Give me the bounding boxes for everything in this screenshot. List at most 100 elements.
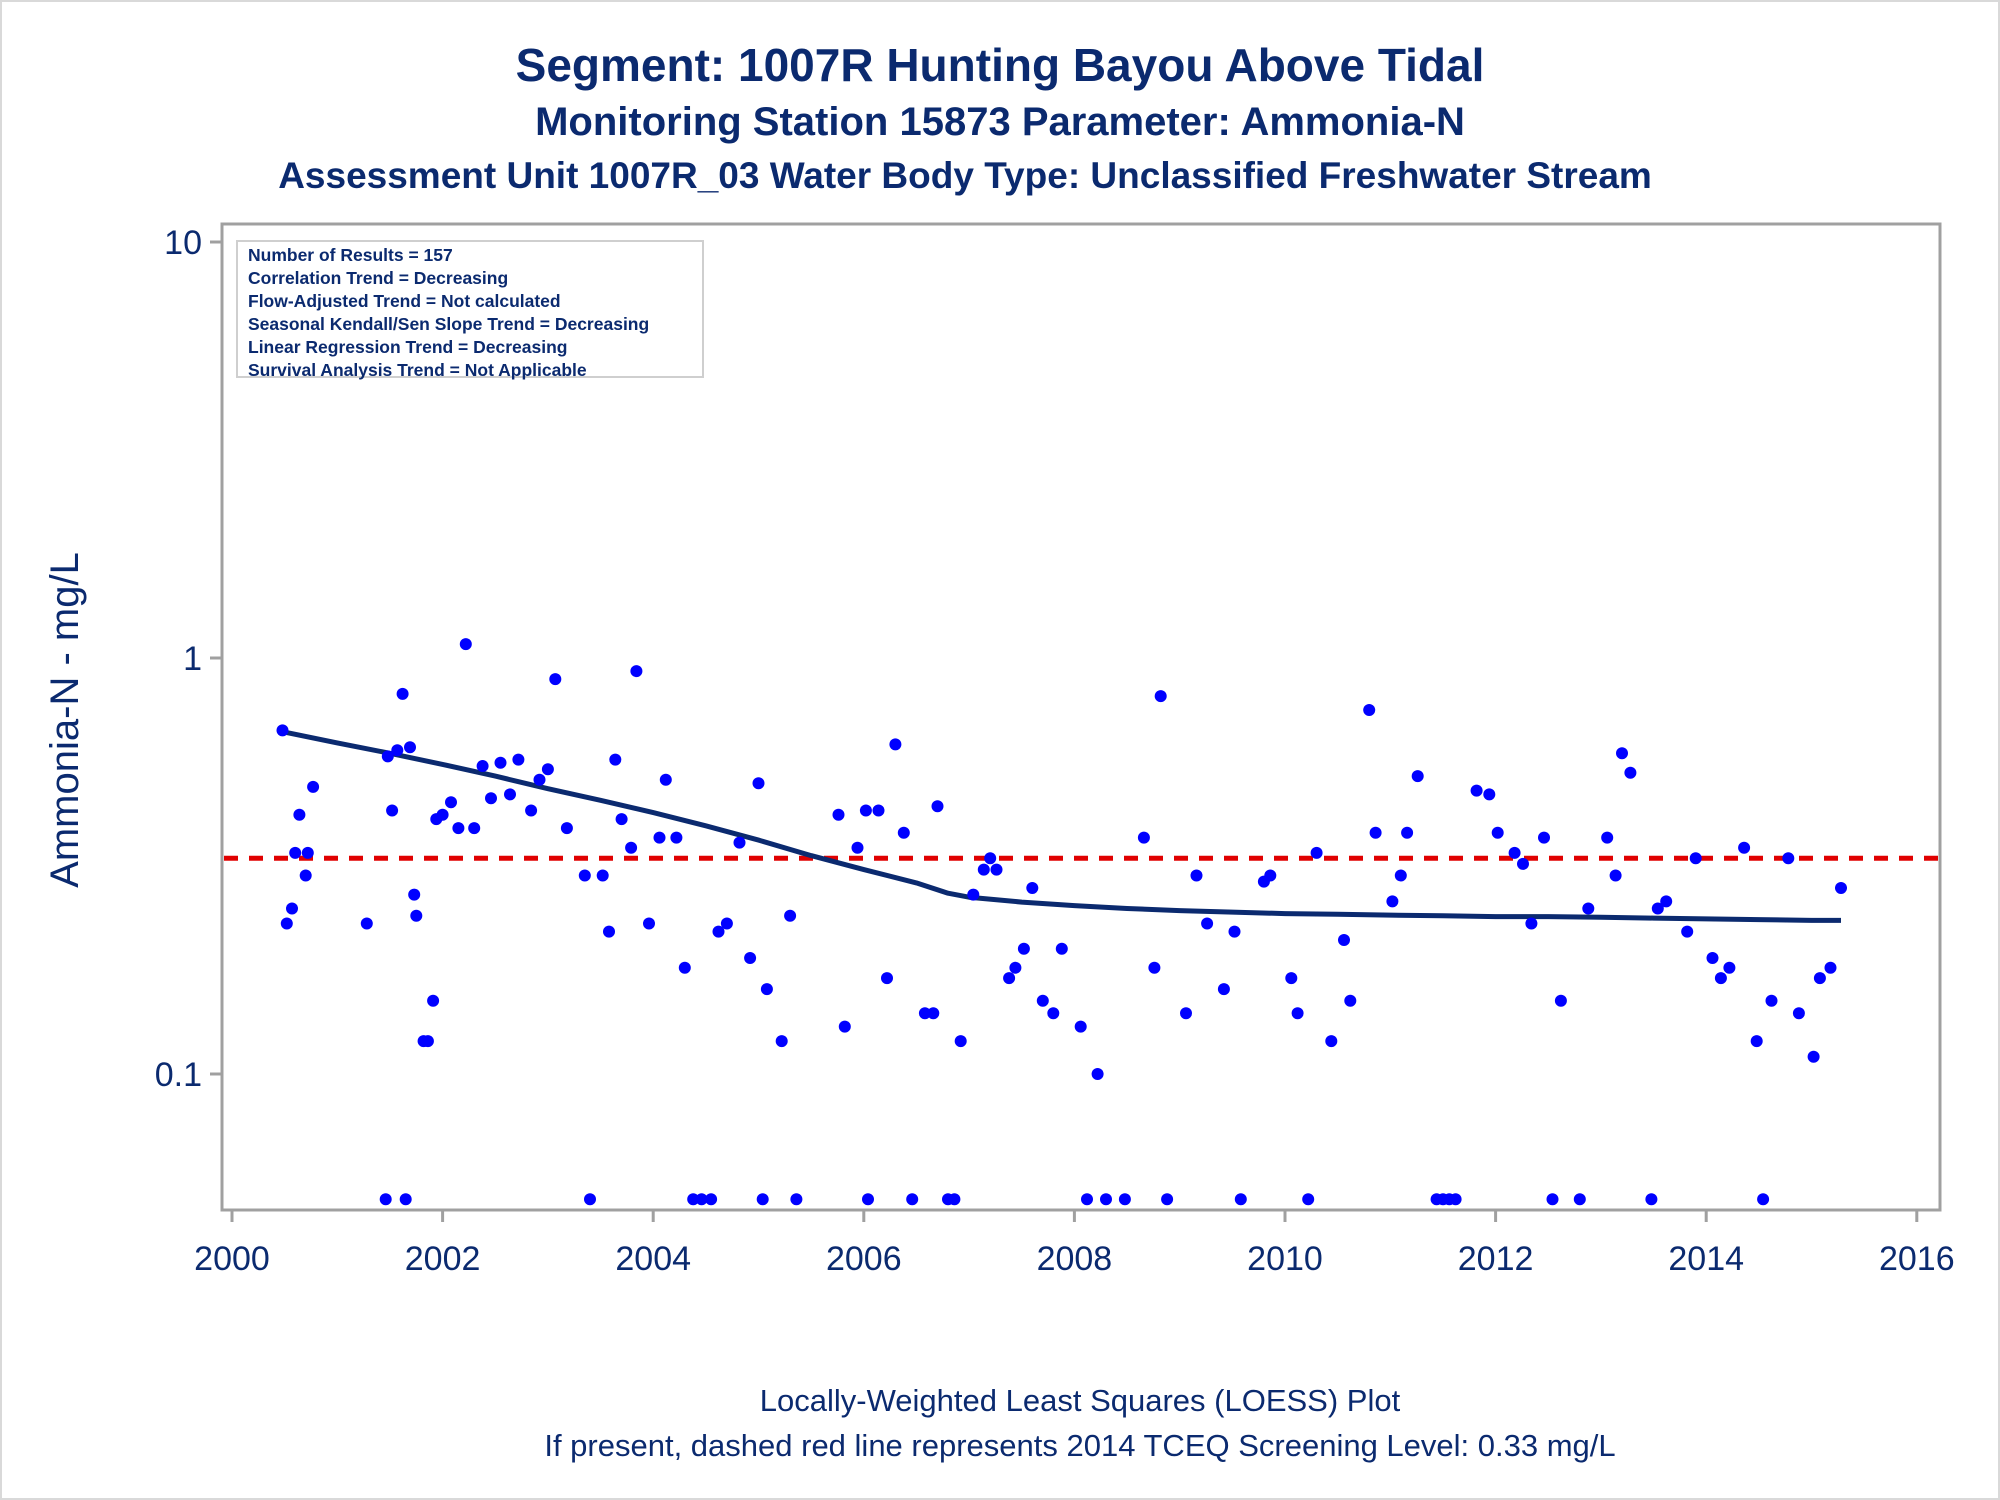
- data-point: [436, 808, 449, 821]
- data-point: [1835, 882, 1847, 894]
- data-point: [1681, 925, 1694, 938]
- data-point: [1100, 1193, 1112, 1206]
- data-point: [404, 741, 416, 754]
- data-point: [695, 1193, 708, 1206]
- stat-linear-regression-trend: Linear Regression Trend = Decreasing: [248, 337, 568, 357]
- data-point: [1310, 846, 1323, 859]
- x-tick-label-2014: 2014: [1668, 1240, 1744, 1278]
- data-point: [1118, 1193, 1131, 1206]
- data-point: [494, 756, 507, 769]
- data-point: [1369, 826, 1382, 839]
- data-point: [1508, 846, 1521, 859]
- data-point: [445, 796, 457, 809]
- data-point: [468, 822, 481, 835]
- data-point: [1714, 972, 1727, 985]
- data-point: [948, 1193, 961, 1206]
- y-axis: 0.1 1 10: [155, 224, 222, 1094]
- data-point: [1180, 1007, 1192, 1020]
- data-point: [286, 902, 298, 915]
- stat-seasonal-kendall-trend: Seasonal Kendall/Sen Slope Trend = Decre…: [248, 314, 650, 334]
- data-point: [427, 994, 440, 1007]
- footnote-screening-level: If present, dashed red line represents 2…: [544, 1428, 1616, 1463]
- data-point: [744, 952, 757, 964]
- y-tick-label-0.1: 0.1: [155, 1056, 202, 1094]
- data-point: [653, 831, 666, 844]
- data-point: [1660, 895, 1673, 908]
- data-point: [670, 831, 683, 844]
- data-point: [1091, 1068, 1104, 1080]
- data-point: [459, 638, 472, 651]
- data-point: [1074, 1020, 1087, 1033]
- data-point: [1190, 869, 1203, 882]
- plot-area: [220, 222, 1942, 1212]
- data-point: [720, 917, 733, 930]
- loess-curve: [281, 729, 1841, 923]
- data-point: [1765, 994, 1778, 1007]
- data-point: [289, 846, 302, 859]
- data-point: [889, 738, 902, 751]
- x-axis: 2000 2002 2004 2006 2008 2010 2012 2014 2016: [194, 1210, 1955, 1278]
- data-point: [977, 863, 990, 876]
- data-point: [1161, 1193, 1174, 1206]
- stat-correlation-trend: Correlation Trend = Decreasing: [248, 268, 509, 288]
- data-point: [1813, 972, 1826, 985]
- data-point: [603, 925, 615, 938]
- data-point: [1026, 882, 1039, 894]
- data-point: [1363, 704, 1376, 716]
- data-point: [1264, 869, 1277, 882]
- data-point: [1616, 747, 1628, 760]
- data-point: [1154, 690, 1167, 703]
- data-point: [360, 917, 373, 930]
- data-point: [1338, 934, 1350, 946]
- data-point: [396, 687, 409, 700]
- data-point: [1750, 1035, 1763, 1048]
- data-point: [1302, 1193, 1315, 1206]
- data-point: [990, 863, 1003, 876]
- data-point: [1573, 1193, 1586, 1206]
- data-point: [760, 983, 773, 996]
- data-point: [1582, 902, 1595, 915]
- data-point: [1017, 942, 1030, 955]
- data-point: [307, 780, 320, 793]
- data-point: [1491, 826, 1504, 839]
- data-point: [584, 1193, 596, 1206]
- data-point: [881, 972, 893, 985]
- data-point: [1148, 961, 1161, 974]
- data-point: [1411, 770, 1424, 783]
- loess-layer: [281, 729, 1841, 923]
- stat-number-of-results: Number of Results = 157: [248, 245, 453, 265]
- data-point: [1291, 1007, 1304, 1020]
- data-point: [967, 888, 980, 901]
- x-tick-label-2006: 2006: [826, 1240, 902, 1278]
- data-point: [756, 1193, 769, 1206]
- data-point: [1009, 961, 1022, 974]
- data-point: [1386, 895, 1399, 908]
- data-point: [832, 808, 845, 821]
- data-point: [1003, 972, 1016, 985]
- stat-flow-adjusted-trend: Flow-Adjusted Trend = Not calculated: [248, 291, 561, 311]
- x-tick-label-2002: 2002: [405, 1240, 481, 1278]
- chart-subtitle: Monitoring Station 15873 Parameter: Ammo…: [535, 100, 1465, 144]
- data-point: [705, 1193, 718, 1206]
- x-tick-label-2008: 2008: [1037, 1240, 1113, 1278]
- data-point: [630, 665, 643, 678]
- data-point: [1651, 902, 1664, 915]
- data-point: [897, 826, 910, 839]
- data-point: [1234, 1193, 1247, 1206]
- data-point: [1047, 1007, 1060, 1020]
- data-point: [1609, 869, 1622, 882]
- data-point: [1325, 1035, 1338, 1048]
- y-axis-title: Ammonia-N - mg/L: [43, 552, 87, 888]
- data-point: [1036, 994, 1049, 1007]
- stat-survival-analysis-trend: Survival Analysis Trend = Not Applicable: [248, 360, 587, 380]
- x-tick-label-2004: 2004: [615, 1240, 691, 1278]
- data-point: [1538, 831, 1550, 844]
- data-point: [421, 1035, 434, 1048]
- data-point: [533, 773, 546, 786]
- data-point: [1706, 952, 1719, 964]
- data-point: [1228, 925, 1241, 938]
- data-point: [1782, 852, 1795, 865]
- data-point: [906, 1193, 919, 1206]
- points-layer: [276, 280, 1847, 1206]
- data-point: [485, 792, 497, 805]
